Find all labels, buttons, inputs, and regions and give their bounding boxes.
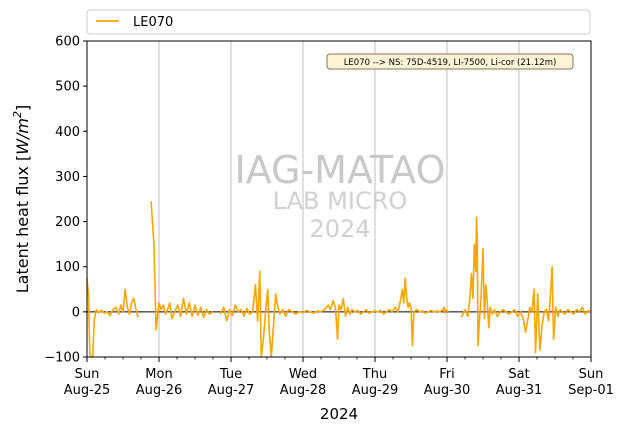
x-tick-date-0: Aug-25 [64,383,111,398]
x-tick-date-7: Sep-01 [568,383,614,398]
x-tick-date-2: Aug-27 [208,383,255,398]
x-axis: SunAug-25MonAug-26TueAug-27WedAug-28ThuA… [64,357,614,398]
y-axis-title-unit: W/m [13,118,32,155]
y-axis-title: Latent heat flux [W/m2] [11,105,32,294]
x-axis-title: 2024 [320,405,358,423]
legend-label: LE070 [133,15,173,30]
x-tick-date-4: Aug-29 [352,383,399,398]
x-tick-day-3: Wed [289,367,317,382]
legend: LE070 [86,9,591,35]
x-tick-day-6: Sat [508,367,529,382]
watermark-line-1: IAG-MATAO [234,148,445,192]
y-tick-label-1: 0 [72,305,80,320]
x-tick-date-1: Aug-26 [136,383,183,398]
y-tick-label-4: 300 [55,170,80,185]
grid-lines [158,41,520,357]
y-tick-label-5: 400 [55,125,80,140]
x-tick-day-4: Thu [362,367,387,382]
y-axis: −100 0 100 200 300 400 500 600 [44,35,87,366]
series-line-0-segment-3 [460,216,592,354]
x-tick-date-6: Aug-31 [496,383,543,398]
y-tick-label-0: −100 [44,351,80,366]
legend-frame [86,9,591,35]
annotation: LE070 --> NS: 75D-4519, LI-7500, Li-cor … [326,53,574,70]
x-tick-date-5: Aug-30 [424,383,471,398]
y-tick-label-7: 600 [55,35,80,50]
x-tick-day-7: Sun [579,367,604,382]
watermark-line-2: LAB MICRO [273,187,408,215]
series-line-0-segment-2 [219,270,449,358]
annotation-text: LE070 --> NS: 75D-4519, LI-7500, Li-cor … [344,58,557,68]
annotation-box [326,53,574,70]
series-line-0-segment-1 [150,201,214,331]
y-tick-label-2: 100 [55,260,80,275]
x-tick-day-1: Mon [145,367,172,382]
x-tick-day-2: Tue [219,367,242,382]
x-tick-day-0: Sun [75,367,100,382]
watermark-line-3: 2024 [309,215,370,243]
x-tick-day-5: Fri [439,367,455,382]
y-axis-title-close: ] [13,105,32,111]
y-axis-title-main: Latent heat flux [ [13,155,32,294]
y-axis-title-exp: 2 [11,111,24,118]
y-tick-label-3: 200 [55,215,80,230]
x-tick-date-3: Aug-28 [280,383,327,398]
watermark: IAG-MATAO LAB MICRO 2024 [234,148,445,243]
y-tick-label-6: 500 [55,80,80,95]
